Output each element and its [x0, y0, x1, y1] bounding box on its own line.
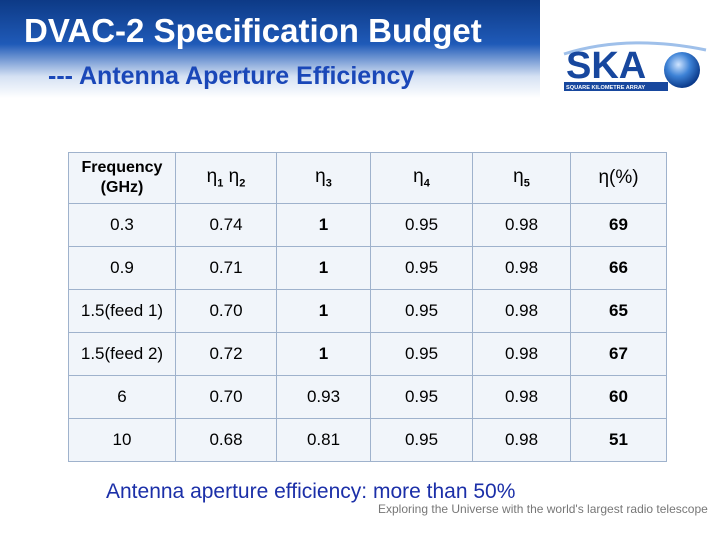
- table-row: 1.5(feed 2) 0.72 1 0.95 0.98 67: [68, 332, 667, 376]
- table-row: 10 0.68 0.81 0.95 0.98 51: [68, 418, 667, 462]
- header-frequency-label: Frequency: [81, 159, 163, 176]
- efficiency-footnote: Antenna aperture efficiency: more than 5…: [106, 480, 516, 503]
- cell-eta-total: 60: [570, 375, 667, 419]
- cell-eta5: 0.98: [472, 418, 571, 462]
- footer-tagline: Exploring the Universe with the world's …: [378, 502, 708, 516]
- header-eta-total: η(%): [570, 152, 667, 204]
- cell-eta12: 0.74: [175, 203, 277, 247]
- cell-eta4: 0.95: [370, 203, 473, 247]
- cell-eta4: 0.95: [370, 332, 473, 376]
- cell-eta3: 1: [276, 289, 371, 333]
- table-row: 0.9 0.71 1 0.95 0.98 66: [68, 246, 667, 290]
- cell-eta3: 0.93: [276, 375, 371, 419]
- header-eta4: η4: [370, 152, 473, 204]
- cell-eta12: 0.70: [175, 375, 277, 419]
- cell-frequency: 1.5(feed 1): [68, 289, 176, 333]
- logo-text: SKA: [566, 45, 646, 87]
- slide-subtitle: --- Antenna Aperture Efficiency: [48, 62, 415, 90]
- cell-eta3: 1: [276, 332, 371, 376]
- cell-eta5: 0.98: [472, 246, 571, 290]
- ska-logo: SKA SQUARE KILOMETRE ARRAY: [563, 41, 707, 91]
- header-frequency-unit: (GHz): [100, 179, 144, 196]
- header-eta3: η3: [276, 152, 371, 204]
- cell-eta3: 1: [276, 203, 371, 247]
- slide-title: DVAC-2 Specification Budget: [24, 12, 482, 49]
- table-row: 6 0.70 0.93 0.95 0.98 60: [68, 375, 667, 419]
- table-header-row: Frequency (GHz) η1 η2 η3 η4 η5 η(%): [68, 152, 667, 204]
- cell-eta-total: 69: [570, 203, 667, 247]
- logo-tagline-bar: [564, 82, 668, 91]
- cell-eta5: 0.98: [472, 289, 571, 333]
- cell-eta12: 0.70: [175, 289, 277, 333]
- logo-globe: [664, 52, 700, 88]
- header-eta12: η1 η2: [175, 152, 277, 204]
- cell-frequency: 10: [68, 418, 176, 462]
- cell-frequency: 0.9: [68, 246, 176, 290]
- cell-eta5: 0.98: [472, 332, 571, 376]
- table-row: 1.5(feed 1) 0.70 1 0.95 0.98 65: [68, 289, 667, 333]
- logo-tagline: SQUARE KILOMETRE ARRAY: [566, 85, 645, 91]
- cell-frequency: 0.3: [68, 203, 176, 247]
- cell-eta-total: 67: [570, 332, 667, 376]
- cell-eta12: 0.72: [175, 332, 277, 376]
- cell-eta12: 0.71: [175, 246, 277, 290]
- cell-frequency: 1.5(feed 2): [68, 332, 176, 376]
- cell-eta3: 1: [276, 246, 371, 290]
- cell-eta5: 0.98: [472, 375, 571, 419]
- cell-eta-total: 51: [570, 418, 667, 462]
- cell-eta12: 0.68: [175, 418, 277, 462]
- cell-eta4: 0.95: [370, 246, 473, 290]
- cell-eta4: 0.95: [370, 375, 473, 419]
- cell-eta4: 0.95: [370, 289, 473, 333]
- header-band: [0, 0, 540, 98]
- cell-eta-total: 65: [570, 289, 667, 333]
- cell-eta5: 0.98: [472, 203, 571, 247]
- cell-frequency: 6: [68, 375, 176, 419]
- cell-eta3: 0.81: [276, 418, 371, 462]
- logo-swoosh: [563, 41, 707, 56]
- header-frequency: Frequency (GHz): [68, 152, 176, 204]
- cell-eta-total: 66: [570, 246, 667, 290]
- table-row: 0.3 0.74 1 0.95 0.98 69: [68, 203, 667, 247]
- efficiency-table: Frequency (GHz) η1 η2 η3 η4 η5 η(%) 0.3 …: [68, 152, 667, 462]
- header-eta5: η5: [472, 152, 571, 204]
- cell-eta4: 0.95: [370, 418, 473, 462]
